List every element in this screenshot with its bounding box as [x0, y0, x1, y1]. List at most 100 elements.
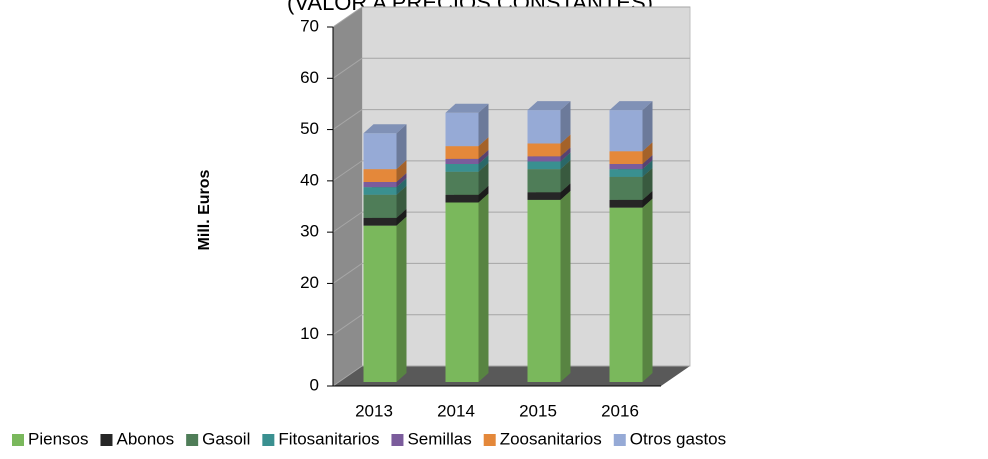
bar-front	[609, 176, 643, 200]
bar-segment	[445, 193, 489, 382]
bar-front	[527, 192, 561, 200]
bar-side	[396, 160, 407, 182]
bar-side	[396, 172, 407, 188]
bar-front	[527, 161, 561, 170]
bar-front	[363, 194, 397, 218]
grid-line	[332, 109, 363, 130]
bar-segment	[527, 190, 571, 382]
bar-segment	[363, 216, 407, 382]
legend-swatch	[12, 434, 24, 446]
bar-side	[642, 160, 653, 177]
bar-front	[363, 225, 397, 382]
bar-front	[445, 146, 479, 159]
bar-side	[560, 101, 571, 144]
legend-swatch	[186, 434, 199, 446]
bar-front	[609, 151, 643, 165]
bar-side	[478, 155, 489, 172]
floor	[333, 366, 690, 386]
bar-side	[478, 185, 489, 203]
bar-front	[445, 171, 479, 195]
legend-swatch	[100, 434, 113, 446]
legend-label: Piensos	[28, 429, 88, 448]
bar-side	[642, 155, 653, 170]
y-tick-label: 30	[300, 222, 319, 241]
bar-side	[478, 103, 489, 147]
grid-line	[332, 160, 363, 182]
bar-front	[445, 194, 479, 203]
legend-label: Otros gastos	[630, 429, 726, 448]
legend-label: Fitosanitarios	[278, 429, 379, 448]
grid-line	[332, 365, 363, 387]
legend-label: Zoosanitarios	[500, 429, 602, 448]
bar-segment	[527, 101, 571, 144]
bar-front	[445, 112, 479, 147]
y-tick-label: 70	[300, 16, 319, 35]
y-tick-label: 0	[310, 375, 319, 394]
legend-label: Semillas	[407, 429, 471, 448]
bar-segment	[609, 198, 653, 382]
bar-front	[445, 164, 479, 172]
bar-front	[527, 110, 561, 144]
bar-side	[478, 193, 489, 382]
legend-swatch	[483, 434, 496, 446]
y-tick-label: 20	[300, 273, 319, 292]
bar-segment	[445, 103, 489, 147]
y-axis-label: Mill. Euros	[196, 169, 213, 250]
y-tick-label: 50	[300, 119, 319, 138]
bar-side	[396, 216, 407, 382]
bar-side	[396, 178, 407, 195]
bar-front	[609, 169, 643, 177]
bar-side	[560, 190, 571, 382]
bar-front	[363, 133, 397, 170]
bar-top	[445, 103, 489, 113]
bar-front	[527, 156, 561, 162]
bar-side	[560, 147, 571, 162]
bar-front	[445, 202, 479, 382]
bar-side	[396, 185, 407, 218]
grid-line	[332, 211, 363, 233]
bar-front	[527, 143, 561, 157]
bar-top	[609, 101, 653, 111]
grid-line	[332, 314, 363, 336]
bar-front	[527, 199, 561, 382]
legend-swatch	[391, 434, 404, 446]
bar-segment	[363, 124, 407, 170]
bar-side	[642, 167, 653, 200]
bar-side	[642, 142, 653, 165]
bar-front	[363, 181, 397, 188]
bar-side	[396, 124, 407, 170]
bar-side	[642, 101, 653, 152]
bar-side	[642, 190, 653, 208]
bar-front	[363, 169, 397, 182]
bar-front	[363, 187, 397, 195]
bar-front	[609, 199, 643, 208]
bar-front	[609, 207, 643, 382]
bar-side	[396, 208, 407, 226]
legend-label: Gasoil	[202, 429, 250, 448]
x-tick-label: 2014	[437, 401, 475, 420]
bar-side	[642, 198, 653, 382]
grid-line	[332, 6, 363, 28]
y-tick-label: 60	[300, 68, 319, 87]
grid-line	[332, 57, 363, 79]
bar-side	[560, 134, 571, 157]
bar-top	[363, 124, 407, 134]
y-tick-label: 10	[300, 324, 319, 343]
grid-line	[332, 263, 363, 284]
bar-side	[560, 183, 571, 200]
bar-side	[560, 160, 571, 193]
bar-front	[363, 217, 397, 226]
bar-side	[478, 149, 489, 165]
side-wall	[333, 7, 362, 386]
bar-front	[445, 158, 479, 165]
bar-front	[527, 169, 561, 193]
bar-side	[478, 162, 489, 195]
bar-front	[609, 164, 643, 170]
bar-segment	[609, 101, 653, 152]
bar-top	[527, 101, 571, 111]
legend-label: Abonos	[116, 429, 174, 448]
x-tick-label: 2015	[519, 401, 557, 420]
bar-side	[560, 152, 571, 170]
bar-side	[478, 137, 489, 159]
